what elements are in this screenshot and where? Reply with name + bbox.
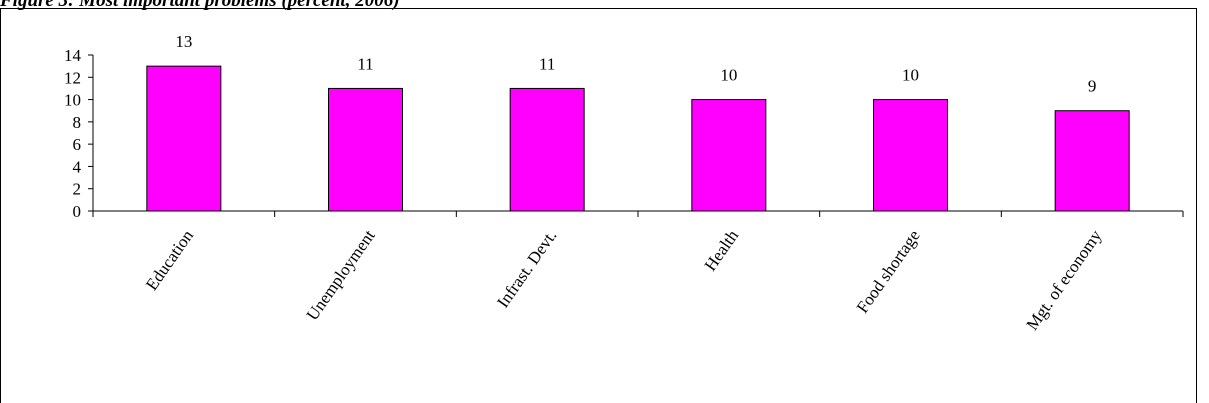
- chart-frame: [0, 8, 1197, 403]
- data-label: 10: [720, 66, 737, 85]
- data-labels: 13 11 11 10 10 9: [175, 32, 1096, 96]
- bar: [873, 99, 948, 212]
- figure-caption: Figure 3: Most important problems (perce…: [0, 0, 400, 11]
- x-axis-labels: Education Unemployment Infrast. Devt. Healt…: [142, 226, 1106, 334]
- y-tick-label: 0: [73, 202, 82, 221]
- y-tick-label: 6: [73, 135, 82, 154]
- x-tick-label: Education: [142, 226, 197, 294]
- y-tick-label: 14: [64, 46, 82, 65]
- bar: [691, 99, 767, 212]
- bar: [1054, 110, 1130, 212]
- bar: [146, 65, 222, 212]
- chart-bars: [146, 65, 1130, 212]
- data-label: 13: [175, 32, 192, 51]
- x-tick-label: Health: [701, 226, 743, 274]
- y-tick-label: 2: [73, 180, 82, 199]
- x-tick-label: Mgt. of economy: [1022, 226, 1105, 334]
- data-label: 10: [902, 66, 919, 85]
- x-tick-label: Infrast. Devt.: [493, 226, 560, 311]
- y-axis-ticks: 0 2 4 6 8 10 12 14: [64, 46, 93, 221]
- x-tick-label: Unemployment: [303, 226, 379, 324]
- y-tick-label: 8: [73, 113, 82, 132]
- bar: [328, 87, 403, 212]
- y-tick-label: 4: [73, 157, 82, 176]
- y-tick-label: 12: [64, 68, 81, 87]
- x-tick-label: Food shortage: [853, 226, 924, 316]
- data-label: 11: [357, 54, 373, 73]
- data-label: 11: [539, 54, 555, 73]
- y-tick-label: 10: [64, 91, 81, 110]
- bar: [509, 87, 585, 212]
- data-label: 9: [1088, 77, 1097, 96]
- chart-axes: [92, 55, 1184, 217]
